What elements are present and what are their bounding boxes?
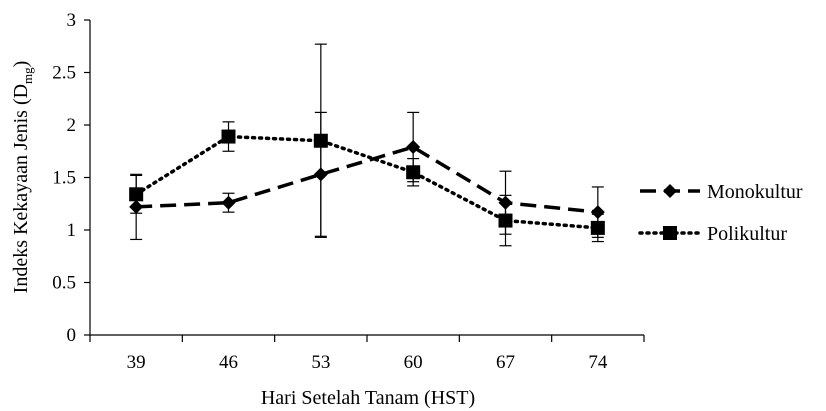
- legend-marker: [663, 226, 677, 240]
- series-line: [136, 145, 599, 214]
- legend-label: Monokultur: [707, 181, 803, 203]
- legend-item: Polikultur: [638, 223, 787, 245]
- y-tick-label: 2: [67, 115, 77, 136]
- chart-series: [129, 43, 605, 247]
- y-tick-label: 1.5: [52, 168, 76, 189]
- x-axis-ticks: 39 46 53 60 67 74: [89, 335, 645, 373]
- data-point-square: [313, 133, 328, 148]
- x-tick-label: 60: [404, 352, 423, 373]
- y-tick-label: 1: [67, 220, 77, 241]
- y-axis-label-subscript: mg: [20, 67, 35, 84]
- x-tick-label: 53: [311, 352, 330, 373]
- data-point-diamond: [590, 205, 605, 220]
- data-point-square: [590, 220, 605, 235]
- x-tick-label: 46: [219, 352, 238, 373]
- chart-legend: Monokultur Polikultur: [638, 181, 803, 245]
- data-point-square: [221, 129, 236, 144]
- y-tick-label: 0.5: [52, 273, 76, 294]
- legend-marker: [663, 184, 677, 198]
- y-tick-label: 2.5: [52, 63, 76, 84]
- data-point-square: [129, 187, 144, 202]
- x-tick-label: 74: [588, 352, 608, 373]
- series-polikultur: [129, 43, 605, 247]
- y-axis-label-main: Indeks Kekayaan Jenis (D: [10, 84, 32, 293]
- data-point-diamond: [406, 140, 421, 155]
- y-tick-label: 3: [67, 10, 77, 31]
- legend-label: Polikultur: [707, 223, 787, 245]
- data-point-square: [498, 213, 513, 228]
- y-axis-label-suffix: ): [10, 61, 32, 68]
- x-axis-label: Hari Setelah Tanam (HST): [261, 387, 475, 409]
- data-point-square: [406, 165, 421, 180]
- series-line: [134, 134, 600, 230]
- chart-axes: [89, 20, 644, 336]
- x-tick-label: 39: [127, 352, 146, 373]
- data-point-diamond: [221, 195, 236, 210]
- y-tick-label: 0: [67, 325, 77, 346]
- legend-item: Monokultur: [640, 181, 803, 203]
- x-tick-label: 67: [496, 352, 515, 373]
- series-monokultur: [129, 111, 605, 241]
- y-axis-ticks: 0 0.5 1 1.5 2 2.5 3: [52, 10, 90, 346]
- y-axis-label: Indeks Kekayaan Jenis (Dmg): [10, 61, 35, 294]
